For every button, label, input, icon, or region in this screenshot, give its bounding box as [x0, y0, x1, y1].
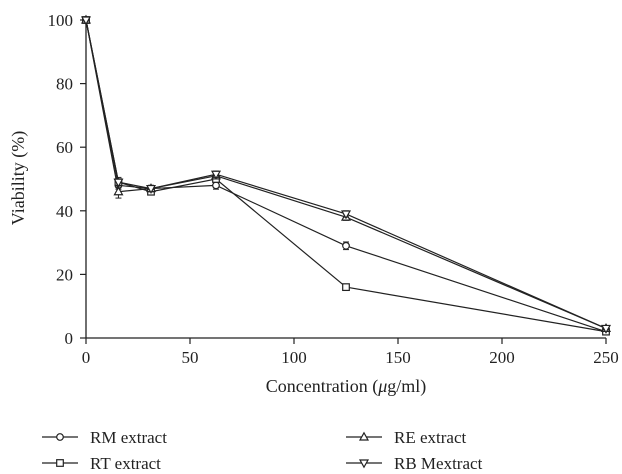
legend-marker — [358, 431, 370, 441]
x-tick-label: 0 — [82, 348, 91, 367]
series-line — [85, 19, 607, 330]
legend-marker — [358, 459, 370, 469]
data-point — [113, 186, 124, 196]
y-tick-label: 100 — [48, 11, 74, 30]
data-point — [210, 170, 222, 180]
legend-marker — [56, 433, 64, 441]
legend-label: RT extract — [90, 454, 161, 473]
series-rt-extract — [82, 16, 610, 336]
x-axis-title: Concentration (μg/ml) — [266, 376, 427, 397]
series-rb-mextract — [80, 16, 612, 334]
data-point — [145, 184, 157, 194]
series-layer — [80, 14, 612, 336]
data-point — [212, 181, 220, 190]
legend-label: RB Mextract — [394, 454, 483, 473]
y-tick-label: 0 — [65, 329, 74, 348]
legend-item-rb-mextract: RB Mextract — [346, 454, 483, 473]
x-axis-title-unit-symbol: μ — [377, 376, 387, 396]
x-axis-title-prefix: Concentration ( — [266, 376, 378, 397]
legend-label: RE extract — [394, 428, 466, 447]
axis-ticks: 0 50 100 150 200 250 0 20 40 60 80 100 — [48, 11, 619, 367]
legend-label: RM extract — [90, 428, 167, 447]
y-tick-label: 80 — [56, 75, 73, 94]
data-point — [342, 283, 350, 292]
legend-item-rt-extract: RT extract — [42, 454, 161, 473]
x-tick-label: 50 — [182, 348, 199, 367]
x-axis-title-suffix: g/ml) — [387, 376, 426, 397]
data-point — [80, 16, 92, 26]
legend-marker — [56, 459, 64, 467]
data-point — [342, 241, 350, 250]
data-point — [340, 210, 352, 220]
x-tick-label: 100 — [281, 348, 307, 367]
legend: RM extract RE extract RT extract RB Mextrac… — [42, 428, 483, 473]
series-line — [85, 19, 607, 330]
legend-item-re-extract: RE extract — [346, 428, 466, 447]
y-tick-label: 20 — [56, 265, 73, 284]
axes — [85, 16, 606, 339]
legend-item-rm-extract: RM extract — [42, 428, 167, 447]
data-point — [600, 324, 612, 334]
data-point — [113, 178, 124, 188]
x-tick-label: 150 — [385, 348, 411, 367]
y-tick-label: 40 — [56, 202, 73, 221]
x-tick-label: 250 — [593, 348, 619, 367]
y-tick-label: 60 — [56, 138, 73, 157]
x-tick-label: 200 — [489, 348, 515, 367]
y-axis-title: Viability (%) — [8, 131, 29, 225]
